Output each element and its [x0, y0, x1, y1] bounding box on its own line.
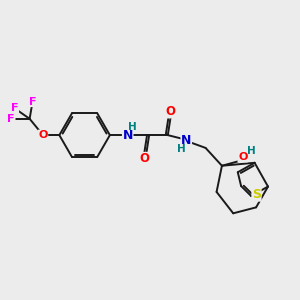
- Text: H: H: [247, 146, 256, 157]
- Text: O: O: [238, 152, 247, 162]
- Text: F: F: [11, 103, 19, 113]
- Text: O: O: [139, 152, 149, 165]
- Text: N: N: [181, 134, 191, 147]
- Text: H: H: [128, 122, 137, 132]
- Text: N: N: [122, 129, 133, 142]
- Text: F: F: [8, 114, 15, 124]
- Text: O: O: [38, 130, 48, 140]
- Text: O: O: [166, 105, 176, 118]
- Text: H: H: [176, 144, 185, 154]
- Text: F: F: [29, 97, 36, 106]
- Text: S: S: [252, 188, 261, 201]
